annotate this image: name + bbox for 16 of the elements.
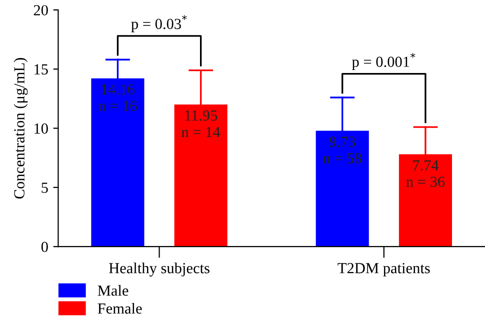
- data-label: 11.95 n = 14: [182, 110, 220, 138]
- y-axis-title: Concentration (μg/mL): [14, 58, 28, 199]
- y-tick-label: 5: [42, 182, 48, 193]
- y-tick-label: 10: [34, 123, 48, 134]
- data-label: 14.16 n = 16: [98, 84, 137, 112]
- data-label: 9.73 n = 58: [323, 136, 362, 164]
- legend-label: Female: [98, 302, 142, 314]
- y-tick-label: 20: [34, 5, 48, 16]
- annotation: p = 0.03$^{*}$: [131, 15, 187, 32]
- legend-label: Male: [98, 285, 128, 296]
- y-tick-label: 0: [41, 242, 48, 252]
- y-tick-label: 15: [34, 64, 48, 75]
- annotation: p = 0.001$^{*}$: [352, 53, 416, 70]
- x-tick-label: T2DM patients: [338, 263, 430, 276]
- data-label: 7.74 n = 36: [406, 160, 445, 187]
- x-tick-label: Healthy subjects: [109, 262, 210, 276]
